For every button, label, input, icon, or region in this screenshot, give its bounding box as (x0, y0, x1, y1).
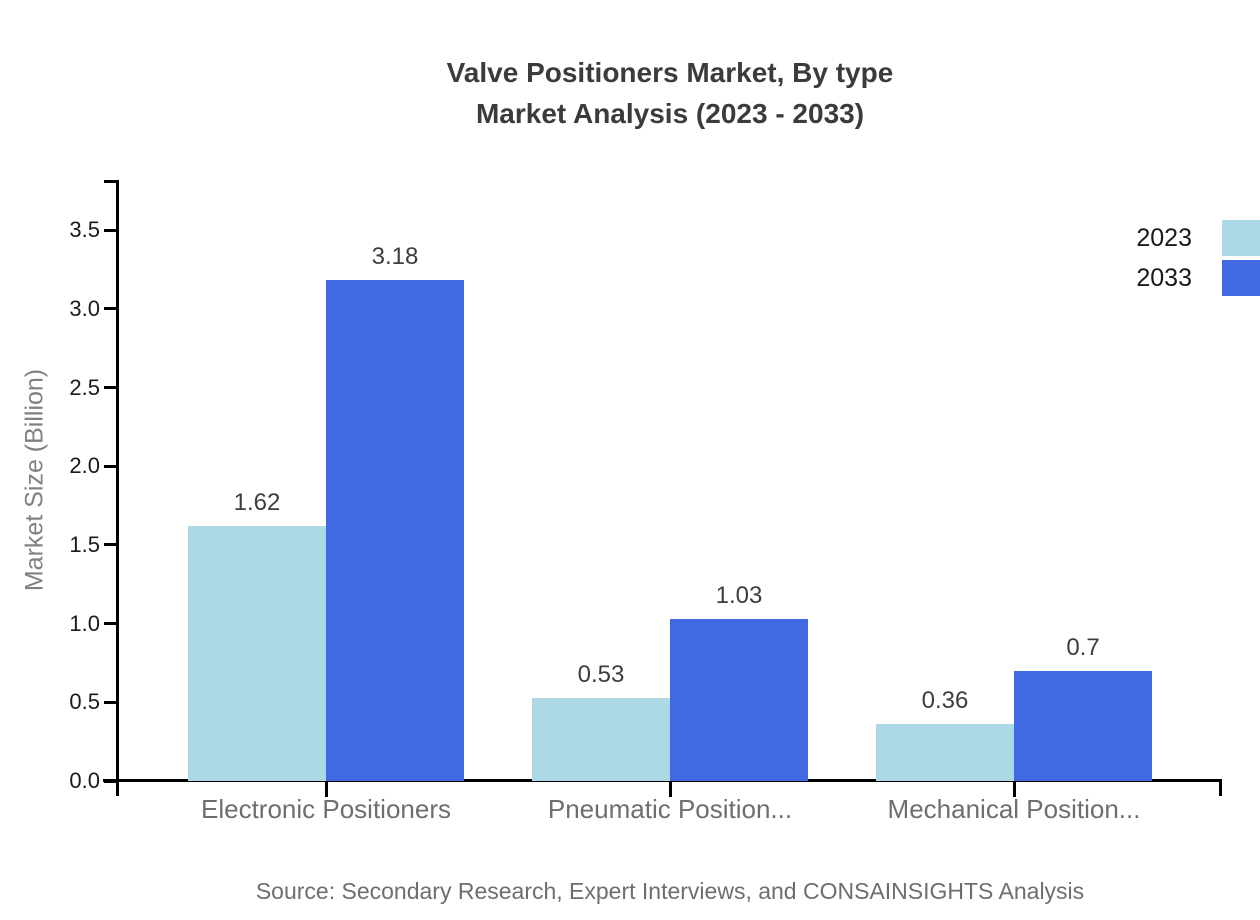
x-tick-mark (668, 781, 672, 797)
bar-value-label: 0.53 (577, 661, 625, 688)
legend-row-2023: 2023 (1136, 218, 1260, 258)
bar-2023-1 (188, 526, 326, 781)
chart-title-line1: Valve Positioners Market, By type (446, 57, 894, 88)
x-tick-mark (1012, 781, 1016, 797)
y-tick-mark (104, 543, 118, 547)
x-category-label: Electronic Positioners (201, 794, 451, 824)
legend-swatch-2033 (1222, 260, 1260, 296)
y-tick-label: 3.0 (69, 295, 100, 321)
legend-label-2033: 2033 (1136, 263, 1192, 292)
chart-title-line2: Market Analysis (2023 - 2033) (475, 98, 865, 129)
bar-value-label: 0.36 (921, 687, 969, 714)
x-tick-mark (324, 781, 328, 797)
y-axis-top-cap (104, 180, 119, 183)
y-tick-label: 0.0 (69, 768, 100, 793)
bar-value-label: 1.62 (233, 489, 281, 516)
legend-row-2033: 2033 (1136, 258, 1260, 298)
legend: 2023 2033 (1136, 218, 1260, 298)
y-tick-label: 1.5 (69, 531, 100, 557)
bar-2033-2 (670, 619, 808, 781)
chart-title: Valve Positioners Market, By type Market… (118, 52, 1222, 134)
source-note: Source: Secondary Research, Expert Inter… (255, 878, 1085, 904)
bar-2033-3 (1014, 671, 1152, 781)
y-tick-mark (104, 307, 118, 311)
bar-2033-1 (326, 280, 464, 781)
y-tick-mark (104, 779, 118, 783)
y-tick-mark (104, 228, 118, 232)
bar-value-label: 1.03 (715, 582, 763, 609)
legend-swatch-2023 (1222, 220, 1260, 256)
y-tick-label: 0.5 (69, 689, 100, 715)
y-tick-label: 2.0 (69, 453, 100, 479)
bar-2023-3 (876, 724, 1014, 781)
y-tick-mark (104, 622, 118, 626)
bar-value-label: 0.7 (1066, 634, 1100, 661)
x-category-label: Pneumatic Position... (547, 794, 793, 824)
y-axis-line (116, 180, 119, 796)
y-tick-label: 3.5 (69, 217, 100, 243)
y-tick-label: 1.0 (69, 610, 100, 636)
bar-value-label: 3.18 (371, 243, 419, 270)
y-tick-label: 2.5 (69, 374, 100, 400)
bar-2023-2 (532, 698, 670, 781)
y-tick-mark (104, 700, 118, 704)
y-tick-mark (104, 464, 118, 468)
x-category-label: Mechanical Position... (887, 794, 1141, 824)
y-tick-mark (104, 386, 118, 389)
legend-label-2023: 2023 (1136, 223, 1192, 252)
x-axis-end-cap (1219, 779, 1222, 796)
